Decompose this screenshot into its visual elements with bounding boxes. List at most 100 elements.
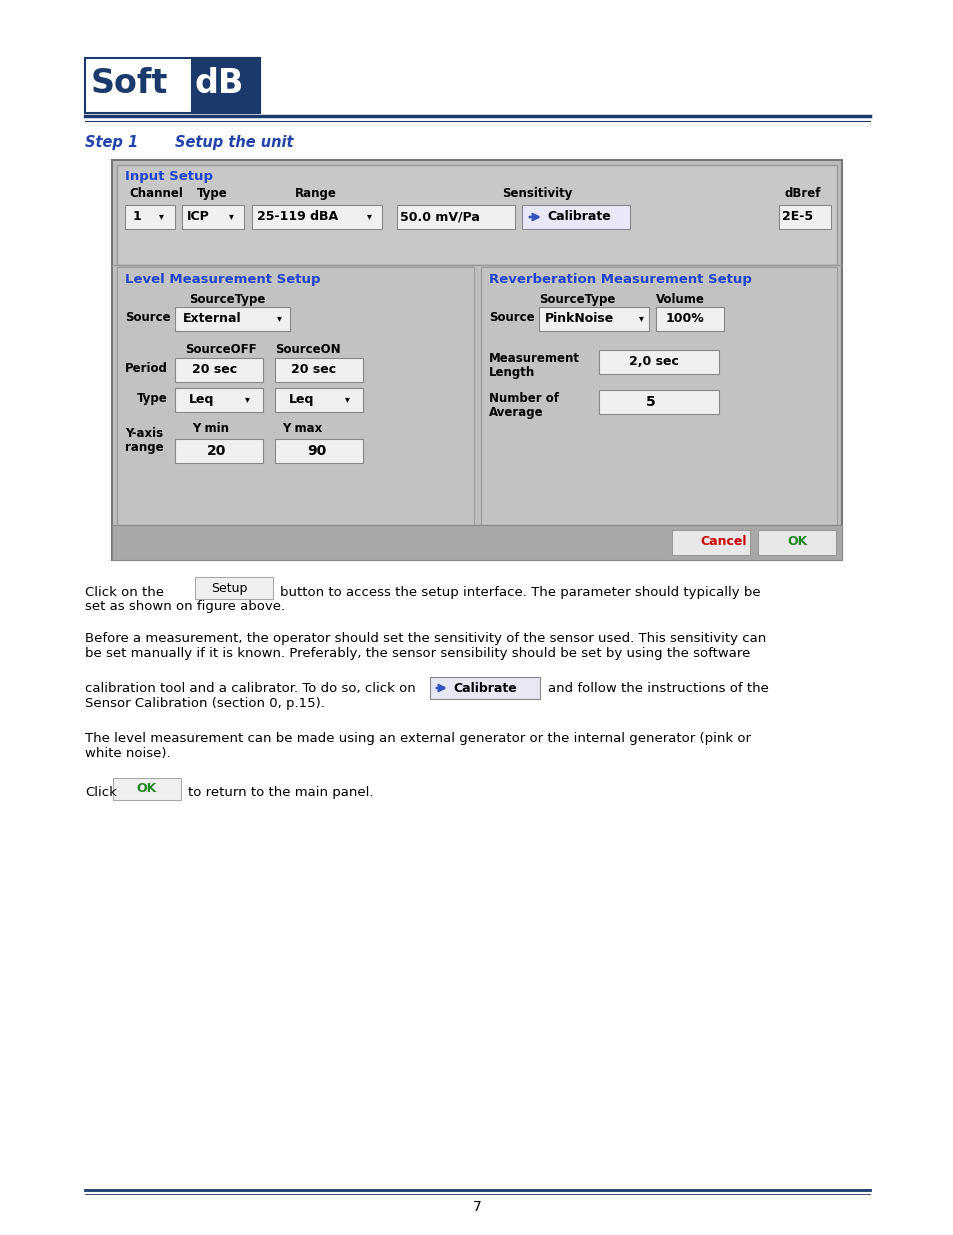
Text: Sensitivity: Sensitivity bbox=[501, 186, 572, 200]
Bar bbox=[480, 267, 836, 525]
Text: Sensor Calibration (section 0, p.15).: Sensor Calibration (section 0, p.15). bbox=[85, 697, 325, 710]
Text: Volume: Volume bbox=[656, 293, 704, 306]
Text: OK: OK bbox=[786, 535, 806, 548]
Text: ▾: ▾ bbox=[229, 211, 233, 221]
Bar bbox=[671, 530, 749, 555]
Bar bbox=[538, 308, 648, 331]
Text: and follow the instructions of the: and follow the instructions of the bbox=[547, 682, 768, 695]
Text: Range: Range bbox=[294, 186, 336, 200]
Text: calibration tool and a calibrator. To do so, click on: calibration tool and a calibrator. To do… bbox=[85, 682, 416, 695]
Text: dB: dB bbox=[194, 67, 244, 100]
Text: 90: 90 bbox=[307, 445, 326, 458]
Text: Soft: Soft bbox=[91, 67, 168, 100]
Text: 2E-5: 2E-5 bbox=[781, 210, 812, 224]
Bar bbox=[125, 205, 174, 228]
Text: Setup: Setup bbox=[211, 582, 247, 595]
Bar bbox=[598, 350, 719, 374]
Bar bbox=[117, 165, 836, 266]
Bar bbox=[274, 358, 363, 382]
Bar bbox=[430, 677, 539, 699]
Text: Number of: Number of bbox=[489, 391, 558, 405]
Text: ▾: ▾ bbox=[276, 312, 281, 324]
Bar bbox=[274, 388, 363, 412]
Text: Level Measurement Setup: Level Measurement Setup bbox=[125, 273, 320, 287]
Text: Calibrate: Calibrate bbox=[546, 210, 610, 224]
Bar bbox=[252, 205, 381, 228]
Text: 100%: 100% bbox=[665, 312, 704, 325]
Bar bbox=[758, 530, 835, 555]
Text: set as shown on figure above.: set as shown on figure above. bbox=[85, 600, 285, 613]
Text: Calibrate: Calibrate bbox=[453, 682, 517, 695]
Text: dBref: dBref bbox=[784, 186, 821, 200]
Bar bbox=[396, 205, 515, 228]
Text: Reverberation Measurement Setup: Reverberation Measurement Setup bbox=[489, 273, 751, 287]
Text: Before a measurement, the operator should set the sensitivity of the sensor used: Before a measurement, the operator shoul… bbox=[85, 632, 765, 645]
Text: ▾: ▾ bbox=[159, 211, 164, 221]
Text: 20 sec: 20 sec bbox=[192, 363, 237, 375]
Text: 25-119 dBA: 25-119 dBA bbox=[256, 210, 337, 224]
Text: Y min: Y min bbox=[192, 422, 229, 435]
Text: 20: 20 bbox=[207, 445, 226, 458]
Text: ICP: ICP bbox=[187, 210, 210, 224]
Text: Source: Source bbox=[125, 311, 171, 324]
Text: Y max: Y max bbox=[282, 422, 322, 435]
Bar bbox=[779, 205, 830, 228]
Text: ▾: ▾ bbox=[245, 394, 250, 404]
Bar bbox=[174, 308, 290, 331]
Text: 1: 1 bbox=[132, 210, 142, 224]
Bar bbox=[598, 390, 719, 414]
Text: 20 sec: 20 sec bbox=[291, 363, 335, 375]
Text: External: External bbox=[183, 312, 241, 325]
Text: Type: Type bbox=[196, 186, 228, 200]
Text: Leq: Leq bbox=[289, 393, 314, 406]
Text: 7: 7 bbox=[472, 1200, 481, 1214]
Text: Cancel: Cancel bbox=[700, 535, 745, 548]
Text: button to access the setup interface. The parameter should typically be: button to access the setup interface. Th… bbox=[280, 585, 760, 599]
Text: Measurement: Measurement bbox=[489, 352, 579, 366]
Text: Source: Source bbox=[489, 311, 534, 324]
Text: Y-axis: Y-axis bbox=[125, 427, 163, 440]
Text: ▾: ▾ bbox=[367, 211, 372, 221]
Bar bbox=[656, 308, 723, 331]
Text: Period: Period bbox=[125, 362, 168, 375]
Bar bbox=[192, 58, 260, 112]
Text: Average: Average bbox=[489, 406, 543, 419]
Text: Type: Type bbox=[137, 391, 168, 405]
Text: Leq: Leq bbox=[189, 393, 214, 406]
Bar bbox=[174, 438, 263, 463]
Text: SourceOFF: SourceOFF bbox=[185, 343, 256, 356]
Text: 50.0 mV/Pa: 50.0 mV/Pa bbox=[399, 210, 479, 224]
Text: Input Setup: Input Setup bbox=[125, 170, 213, 183]
Text: range: range bbox=[125, 441, 164, 454]
Bar bbox=[112, 778, 181, 800]
Bar bbox=[274, 438, 363, 463]
Text: Length: Length bbox=[489, 366, 535, 379]
Bar bbox=[521, 205, 629, 228]
Text: Channel: Channel bbox=[129, 186, 183, 200]
Text: Click: Click bbox=[85, 785, 117, 799]
Text: Step 1: Step 1 bbox=[85, 135, 138, 149]
Bar bbox=[112, 525, 841, 559]
Text: PinkNoise: PinkNoise bbox=[544, 312, 614, 325]
Text: to return to the main panel.: to return to the main panel. bbox=[188, 785, 374, 799]
Text: Setup the unit: Setup the unit bbox=[174, 135, 294, 149]
Text: SourceON: SourceON bbox=[274, 343, 340, 356]
Text: SourceType: SourceType bbox=[189, 293, 265, 306]
Text: 2,0 sec: 2,0 sec bbox=[628, 354, 679, 368]
Bar bbox=[194, 577, 273, 599]
Text: be set manually if it is known. Preferably, the sensor sensibility should be set: be set manually if it is known. Preferab… bbox=[85, 647, 750, 659]
Bar bbox=[112, 161, 841, 559]
Text: ▾: ▾ bbox=[345, 394, 350, 404]
Bar bbox=[174, 388, 263, 412]
Bar bbox=[182, 205, 244, 228]
Text: The level measurement can be made using an external generator or the internal ge: The level measurement can be made using … bbox=[85, 732, 750, 745]
Text: SourceType: SourceType bbox=[538, 293, 615, 306]
Text: ▾: ▾ bbox=[639, 312, 643, 324]
Text: OK: OK bbox=[136, 782, 156, 795]
Bar bbox=[174, 358, 263, 382]
Bar bbox=[117, 267, 474, 525]
Bar bbox=[85, 58, 260, 112]
Text: Click on the: Click on the bbox=[85, 585, 164, 599]
Text: white noise).: white noise). bbox=[85, 747, 171, 760]
Text: 5: 5 bbox=[645, 395, 655, 409]
